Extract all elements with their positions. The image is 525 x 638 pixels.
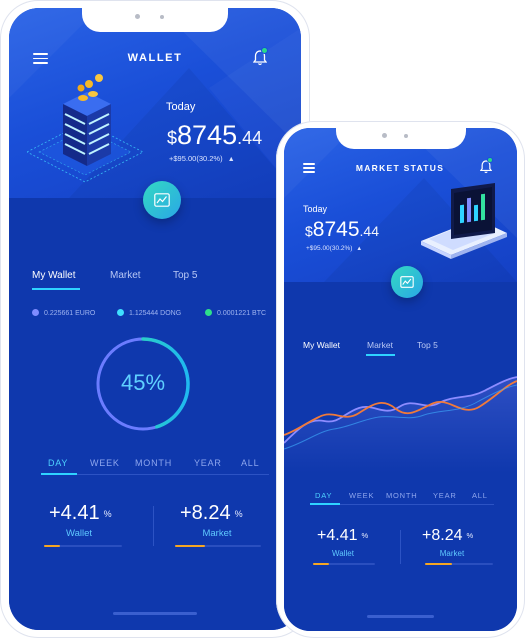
balance-amount: $8745.44 xyxy=(167,120,263,150)
market-phone: MARKET STATUS Today $8745.44 +$95.00(30.… xyxy=(276,121,525,638)
period-active-indicator xyxy=(310,503,340,505)
notification-badge xyxy=(261,47,268,54)
coin-dot xyxy=(205,309,212,316)
wallet-stat-value: +4.41% xyxy=(317,527,369,544)
period-all[interactable]: ALL xyxy=(472,491,488,500)
tab-my-wallet[interactable]: My Wallet xyxy=(303,340,340,350)
bell-icon[interactable] xyxy=(252,47,268,66)
wallet-screen: WALLET xyxy=(9,8,301,630)
balance-amount: $8745.44 xyxy=(305,218,379,241)
coin-dong: 1.125444 DONG xyxy=(117,309,181,317)
market-stat-bar xyxy=(175,545,261,547)
chart-button[interactable] xyxy=(391,266,423,298)
coin-dot xyxy=(117,309,124,316)
wallet-stat-bar xyxy=(44,545,122,547)
menu-icon[interactable] xyxy=(33,53,48,67)
wallet-stat-bar xyxy=(313,563,375,565)
coin-btc: 0.0001221 BTC xyxy=(205,309,266,317)
notification-badge xyxy=(487,157,493,163)
home-indicator xyxy=(367,615,434,618)
tab-market[interactable]: Market xyxy=(110,270,141,281)
laptop-illustration xyxy=(421,183,507,259)
market-stat-value: +8.24% xyxy=(422,527,474,544)
market-screen: MARKET STATUS Today $8745.44 +$95.00(30.… xyxy=(284,128,517,631)
tab-active-indicator xyxy=(32,288,80,290)
coin-dot xyxy=(32,309,39,316)
period-day[interactable]: DAY xyxy=(48,458,69,468)
market-stat-bar-fill xyxy=(175,545,206,547)
page-title: MARKET STATUS xyxy=(355,163,445,173)
period-month[interactable]: MONTH xyxy=(386,491,418,500)
market-stat-bar-fill xyxy=(425,563,453,565)
market-stat-label: Market xyxy=(202,528,232,539)
page-title: WALLET xyxy=(127,52,183,64)
bell-icon[interactable] xyxy=(479,157,493,174)
progress-ring xyxy=(96,337,190,431)
server-illustration xyxy=(27,74,144,183)
ring-percent-label: 45% xyxy=(120,370,166,395)
stats-divider xyxy=(153,506,154,546)
tab-active-indicator xyxy=(366,354,395,356)
chart-icon xyxy=(154,193,170,207)
period-week[interactable]: WEEK xyxy=(90,458,120,468)
period-year[interactable]: YEAR xyxy=(194,458,222,468)
tab-my-wallet[interactable]: My Wallet xyxy=(32,270,76,281)
wallet-stat-bar-fill xyxy=(313,563,329,565)
wallet-stat-label: Wallet xyxy=(332,549,354,558)
market-line-chart xyxy=(284,376,517,473)
header-pattern xyxy=(9,8,301,198)
market-stat-bar xyxy=(425,563,493,565)
wallet-body xyxy=(9,198,301,630)
stats-divider xyxy=(400,530,401,564)
period-month[interactable]: MONTH xyxy=(135,458,172,468)
balance-change: +$95.00(30.2%) ▲ xyxy=(306,245,363,252)
today-label: Today xyxy=(166,101,196,113)
period-year[interactable]: YEAR xyxy=(433,491,457,500)
wallet-phone: WALLET xyxy=(9,8,301,630)
chevron-up-icon: ▲ xyxy=(356,246,363,252)
wallet-stat-label: Wallet xyxy=(65,528,93,539)
coin-euro: 0.225661 EURO xyxy=(32,309,95,317)
period-all[interactable]: ALL xyxy=(241,458,260,468)
market-stat-label: Market xyxy=(439,549,465,558)
home-indicator xyxy=(113,612,197,615)
tab-top5[interactable]: Top 5 xyxy=(173,270,198,281)
menu-icon[interactable] xyxy=(303,163,315,176)
wallet-stat-bar-fill xyxy=(44,545,60,547)
period-divider xyxy=(310,504,494,505)
phone-notch xyxy=(336,128,466,149)
chevron-up-icon: ▲ xyxy=(227,156,235,163)
tab-market[interactable]: Market xyxy=(367,340,393,350)
chart-button[interactable] xyxy=(143,181,181,219)
tab-top5[interactable]: Top 5 xyxy=(417,340,438,350)
wallet-header xyxy=(9,8,301,198)
period-day[interactable]: DAY xyxy=(315,491,333,500)
period-divider xyxy=(41,474,269,475)
balance-change: +$95.00(30.2%) ▲ xyxy=(169,154,235,163)
today-label: Today xyxy=(303,204,328,214)
phone-notch xyxy=(82,8,228,32)
market-stat-value: +8.24% xyxy=(180,502,243,524)
chart-icon xyxy=(400,276,414,288)
period-week[interactable]: WEEK xyxy=(349,491,375,500)
period-active-indicator xyxy=(41,473,77,475)
wallet-stat-value: +4.41% xyxy=(49,502,112,524)
